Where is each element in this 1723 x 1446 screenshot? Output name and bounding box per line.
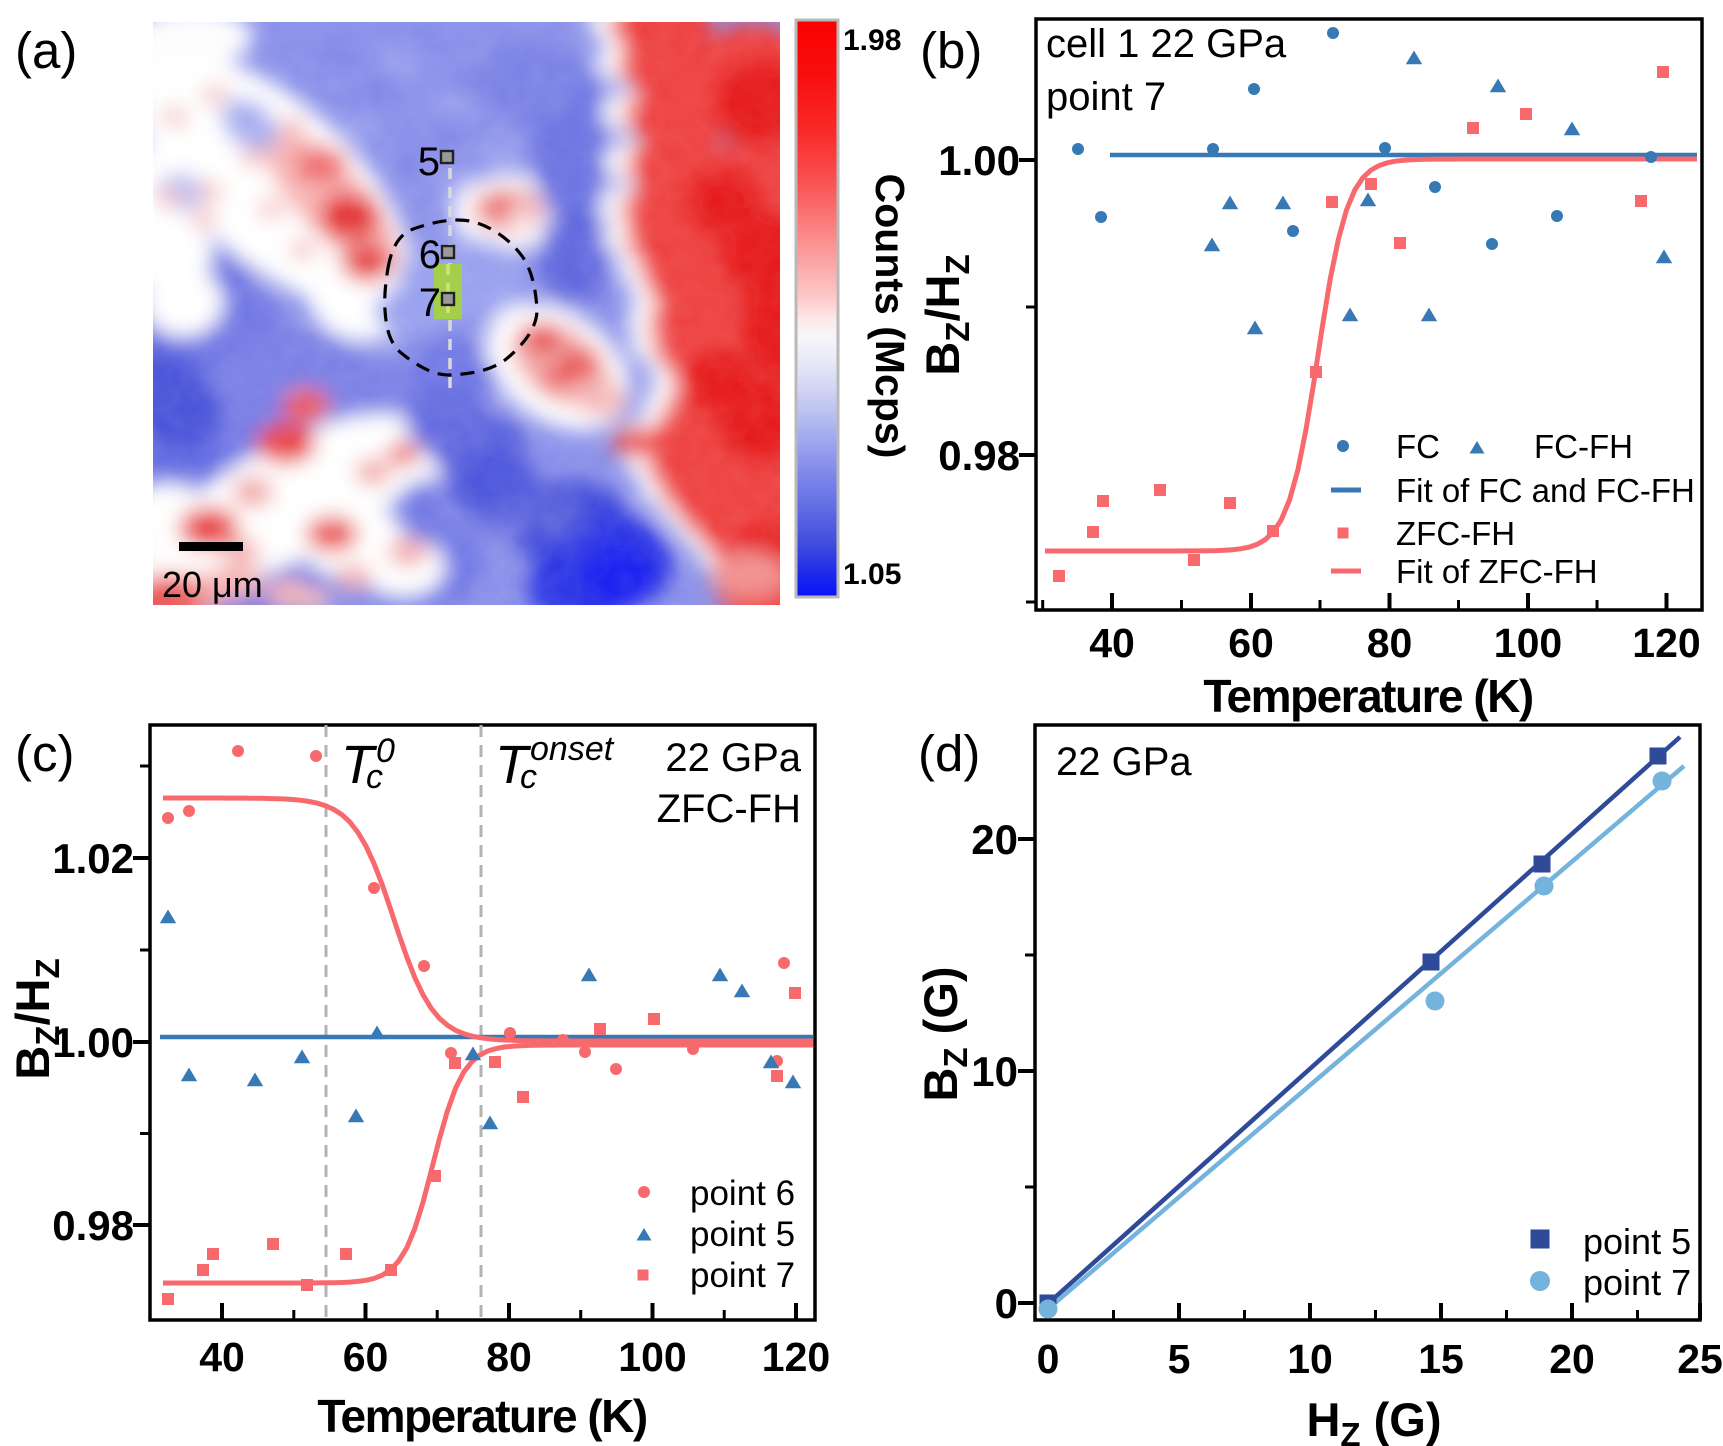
svg-text:5: 5 (418, 140, 440, 184)
svg-text:FC: FC (1396, 428, 1440, 465)
svg-text:(a): (a) (15, 22, 77, 79)
svg-text:80: 80 (1367, 620, 1413, 666)
svg-text:cell 1 22 GPa: cell 1 22 GPa (1046, 22, 1287, 66)
svg-text:Temperature (K): Temperature (K) (1203, 670, 1533, 722)
svg-text:BZ (G): BZ (G) (914, 966, 974, 1101)
svg-text:120: 120 (762, 1334, 830, 1380)
svg-text:60: 60 (1228, 620, 1274, 666)
svg-text:BZ/HZ: BZ/HZ (6, 958, 66, 1079)
svg-text:100: 100 (1494, 620, 1562, 666)
svg-text:c: c (366, 758, 383, 796)
svg-text:120: 120 (1632, 620, 1700, 666)
svg-text:ZFC-FH: ZFC-FH (1396, 515, 1515, 552)
svg-text:10: 10 (971, 1048, 1018, 1095)
svg-text:Fit of ZFC-FH: Fit of ZFC-FH (1396, 553, 1598, 590)
svg-text:Fit of FC and FC-FH: Fit of FC and FC-FH (1396, 472, 1695, 509)
svg-text:point 7: point 7 (1046, 75, 1166, 119)
svg-text:0.98: 0.98 (52, 1202, 134, 1249)
svg-text:40: 40 (1089, 620, 1135, 666)
svg-text:10: 10 (1287, 1336, 1333, 1382)
svg-text:80: 80 (486, 1334, 532, 1380)
svg-text:onset: onset (530, 730, 615, 768)
svg-text:0: 0 (376, 732, 395, 770)
svg-text:7: 7 (419, 281, 441, 325)
svg-text:Counts (Mcps): Counts (Mcps) (867, 174, 913, 459)
svg-text:HZ (G): HZ (G) (1306, 1393, 1441, 1446)
svg-text:40: 40 (199, 1334, 245, 1380)
svg-text:0.98: 0.98 (938, 432, 1020, 479)
svg-text:Temperature (K): Temperature (K) (317, 1390, 647, 1442)
svg-text:5: 5 (1168, 1336, 1191, 1382)
svg-text:point 5: point 5 (690, 1215, 795, 1254)
svg-text:1.00: 1.00 (938, 137, 1020, 184)
svg-text:20 μm: 20 μm (162, 564, 263, 605)
svg-text:25: 25 (1677, 1336, 1723, 1382)
svg-text:6: 6 (419, 233, 441, 277)
svg-text:0: 0 (995, 1280, 1018, 1327)
svg-text:T: T (341, 735, 378, 795)
svg-text:c: c (520, 758, 537, 796)
svg-text:20: 20 (1549, 1336, 1595, 1382)
svg-text:1.98: 1.98 (843, 24, 901, 57)
svg-text:20: 20 (971, 816, 1018, 863)
svg-text:(b): (b) (920, 22, 982, 79)
svg-text:1.00: 1.00 (52, 1019, 134, 1066)
svg-text:22 GPa: 22 GPa (1056, 740, 1192, 784)
svg-text:100: 100 (618, 1334, 686, 1380)
svg-text:point 5: point 5 (1583, 1221, 1691, 1262)
svg-text:15: 15 (1418, 1336, 1464, 1382)
svg-text:point 6: point 6 (690, 1174, 795, 1213)
svg-text:(d): (d) (918, 725, 980, 782)
svg-text:BZ/HZ: BZ/HZ (916, 254, 976, 375)
svg-text:1.05: 1.05 (843, 558, 901, 591)
svg-text:0: 0 (1037, 1336, 1060, 1382)
svg-text:(c): (c) (15, 725, 74, 782)
svg-text:point 7: point 7 (1583, 1262, 1691, 1303)
svg-text:T: T (495, 735, 532, 795)
svg-text:60: 60 (343, 1334, 389, 1380)
svg-text:FC-FH: FC-FH (1534, 428, 1633, 465)
svg-text:point 7: point 7 (690, 1256, 795, 1295)
svg-text:1.02: 1.02 (52, 835, 134, 882)
svg-text:22 GPa: 22 GPa (665, 736, 801, 780)
svg-text:ZFC-FH: ZFC-FH (657, 787, 801, 831)
